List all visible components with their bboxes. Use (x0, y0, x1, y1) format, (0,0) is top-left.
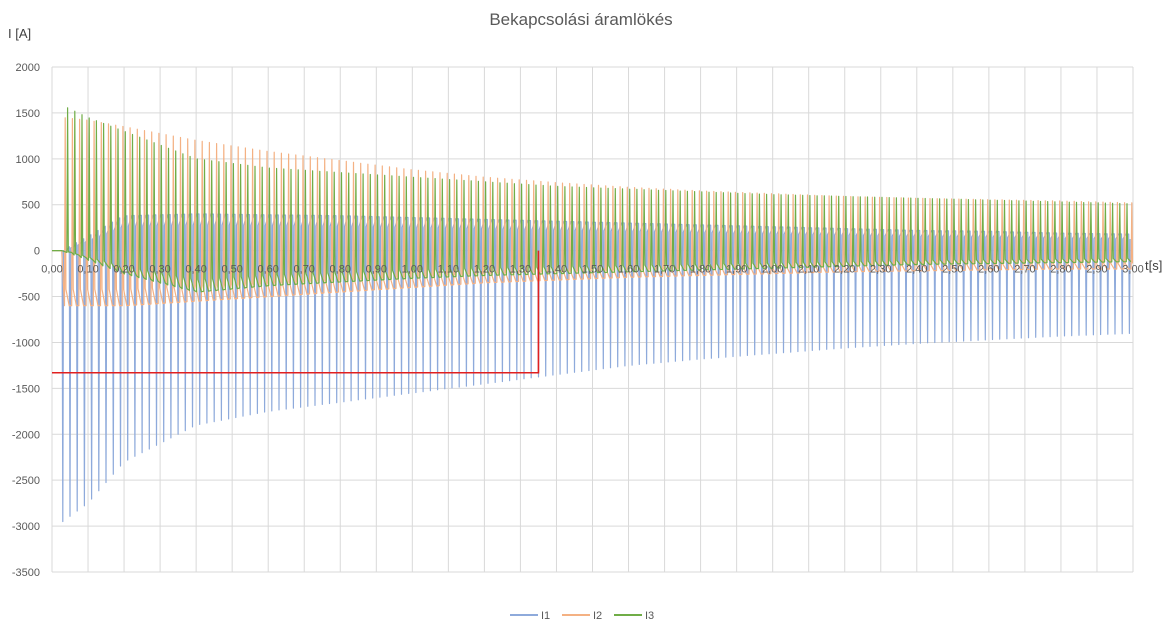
y-tick-label: -1000 (12, 337, 40, 349)
x-tick-label: 0,10 (77, 264, 98, 276)
x-tick-label: 2,50 (942, 264, 963, 276)
x-tick-label: 0,60 (257, 264, 278, 276)
y-tick-label: -3000 (12, 521, 40, 533)
x-tick-label: 2,70 (1014, 264, 1035, 276)
y-axis-title: I [A] (8, 26, 31, 41)
y-axis-ticks: 2000 1500 1000 500 0 -500 -1000 -1500 -2000 -2500… (12, 62, 40, 579)
x-tick-label: 2,10 (798, 264, 819, 276)
x-tick-label: 2,30 (870, 264, 891, 276)
y-tick-label: 0 (34, 246, 40, 258)
y-tick-label: 1500 (16, 108, 40, 120)
chart-title: Bekapcsolási áramlökés (489, 10, 672, 29)
series-layer (52, 107, 1134, 523)
y-tick-label: 2000 (16, 62, 40, 74)
x-tick-label: 1,40 (546, 264, 567, 276)
x-axis-ticks: 0,00 0,10 0,20 0,30 0,40 0,50 0,60 0,70 0,80 0,90… (41, 264, 1143, 276)
series-line-i3 (52, 107, 1132, 293)
legend-label-i3: I3 (645, 610, 654, 622)
legend-label-i1: I1 (541, 610, 550, 622)
x-tick-label: 2,90 (1086, 264, 1107, 276)
x-tick-label: 0,50 (221, 264, 242, 276)
x-tick-label: 1,50 (582, 264, 603, 276)
x-tick-label: 0,20 (113, 264, 134, 276)
legend: I1 I2 I3 (510, 610, 654, 622)
x-tick-label: 2,20 (834, 264, 855, 276)
annotation-layer (52, 250, 540, 374)
x-tick-label: 1,60 (618, 264, 639, 276)
x-tick-label: 0,80 (330, 264, 351, 276)
x-tick-label: 0,30 (149, 264, 170, 276)
x-tick-label: 0,70 (294, 264, 315, 276)
x-tick-label: 0,40 (185, 264, 206, 276)
y-tick-label: -2000 (12, 429, 40, 441)
x-tick-label: 0,00 (41, 264, 62, 276)
y-tick-label: 500 (22, 200, 40, 212)
y-tick-label: 1000 (16, 154, 40, 166)
x-axis-title: t[s] (1145, 258, 1162, 273)
x-tick-label: 1,00 (402, 264, 423, 276)
y-tick-label: -1500 (12, 383, 40, 395)
x-tick-label: 1,10 (438, 264, 459, 276)
x-tick-label: 1,80 (690, 264, 711, 276)
x-tick-label: 0,90 (366, 264, 387, 276)
x-tick-label: 2,40 (906, 264, 927, 276)
x-tick-label: 1,90 (726, 264, 747, 276)
x-tick-label: 3,00 (1122, 264, 1143, 276)
y-tick-label: -2500 (12, 475, 40, 487)
grid-lines (51, 66, 1134, 573)
x-tick-label: 1,70 (654, 264, 675, 276)
x-tick-label: 1,20 (474, 264, 495, 276)
x-tick-label: 2,80 (1050, 264, 1071, 276)
x-tick-label: 1,30 (510, 264, 531, 276)
y-tick-label: -3500 (12, 567, 40, 579)
series-line-i2 (52, 117, 1134, 307)
x-tick-label: 2,60 (978, 264, 999, 276)
red-cursor-marker (52, 250, 540, 374)
x-tick-label: 2,00 (762, 264, 783, 276)
legend-label-i2: I2 (593, 610, 602, 622)
y-tick-label: -500 (18, 292, 40, 304)
